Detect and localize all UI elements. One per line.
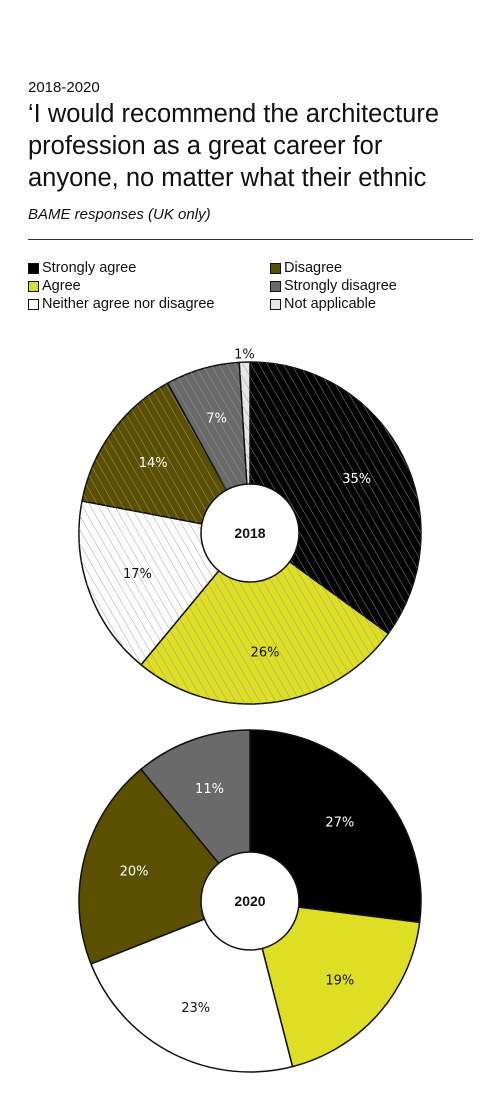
legend-item-neither: Neither agree nor disagree [28, 295, 215, 313]
slice-agree [249, 900, 421, 1068]
chart-title-line: profession as a great career for [28, 132, 383, 160]
slice-label: 19% [325, 974, 354, 989]
legend-swatch [270, 298, 281, 310]
slice-agree-hatch [141, 533, 389, 705]
donut-hole [200, 851, 300, 951]
legend-item-agree: Agree [28, 277, 81, 295]
slice-label: 35% [342, 472, 371, 487]
legend-swatch [270, 262, 281, 274]
slice-label: 20% [120, 865, 149, 880]
chart-subtitle: BAME responses (UK only) [28, 206, 211, 223]
pie-2018: 35% 26% 17% 14% 7% 1% 2018 [78, 348, 422, 705]
legend-item-not-applicable: Not applicable [270, 295, 376, 313]
legend-label: Agree [42, 278, 81, 294]
slice-label: 11% [195, 782, 224, 797]
slice-strongly-disagree [140, 729, 251, 902]
legend-label: Strongly disagree [284, 278, 397, 294]
legend: Strongly agree Agree Neither agree nor d… [28, 259, 478, 319]
slice-label: 14% [139, 456, 168, 471]
divider [28, 239, 473, 240]
center-year-label: 2020 [234, 893, 265, 909]
legend-label: Neither agree nor disagree [42, 296, 215, 312]
legend-item-disagree: Disagree [270, 259, 342, 277]
center-year-label: 2018 [234, 525, 265, 541]
slice-label: 23% [181, 1001, 210, 1016]
slice-disagree-hatch [82, 383, 250, 533]
chart-title: ‘I would recommend the architecture prof… [28, 98, 488, 194]
legend-label: Strongly agree [42, 260, 137, 276]
slice-label: 17% [123, 567, 152, 582]
legend-label: Not applicable [284, 296, 376, 312]
donut-hole [200, 483, 300, 583]
chart-title-line: ‘I would recommend the architecture [28, 100, 440, 128]
slice-label: 27% [325, 815, 354, 830]
slice-strongly-agree-hatch [250, 362, 421, 634]
slice-label: 7% [206, 412, 227, 427]
chart-title-line: anyone, no matter what their ethnic [28, 164, 427, 192]
pie-2020: 27% 19% 23% 20% 11% 2020 [78, 729, 422, 1073]
slice-label: 26% [251, 645, 280, 660]
legend-item-strongly-disagree: Strongly disagree [270, 277, 397, 295]
legend-swatch [28, 280, 39, 292]
legend-swatch [28, 262, 39, 274]
legend-item-strongly-agree: Strongly agree [28, 259, 136, 277]
slice-label: 1% [234, 348, 255, 363]
legend-swatch [270, 280, 281, 292]
legend-swatch [28, 298, 39, 310]
legend-label: Disagree [284, 260, 343, 276]
slice-strongly-agree [249, 729, 422, 924]
chart-years: 2018-2020 [28, 79, 100, 96]
